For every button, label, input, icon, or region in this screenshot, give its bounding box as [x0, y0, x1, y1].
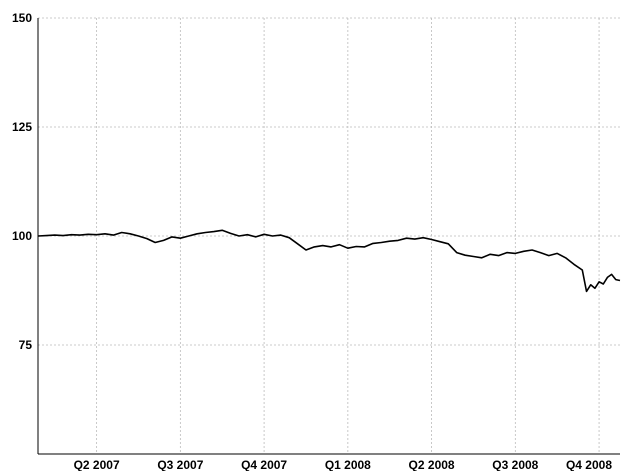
x-axis-ticks: Q2 2007 Q3 2007 Q4 2007 Q1 2008 Q2 2008 Q3 20…: [74, 458, 613, 471]
y-tick-label: 100: [12, 229, 32, 243]
x-tick-label: Q2 2007: [74, 458, 120, 471]
x-tick-label: Q4 2008: [566, 458, 612, 471]
x-tick-label: Q4 2007: [241, 458, 287, 471]
x-tick-label: Q3 2007: [157, 458, 203, 471]
chart-axes: [37, 18, 620, 455]
y-axis-ticks: 75 100 125 150: [12, 11, 32, 352]
y-tick-label: 75: [19, 338, 33, 352]
x-tick-label: Q3 2008: [492, 458, 538, 471]
x-tick-label: Q1 2008: [325, 458, 371, 471]
y-tick-label: 150: [12, 11, 32, 25]
x-tick-label: Q2 2008: [409, 458, 455, 471]
y-tick-label: 125: [12, 120, 32, 134]
series-line: [37, 229, 621, 293]
grid-lines: [38, 17, 620, 454]
